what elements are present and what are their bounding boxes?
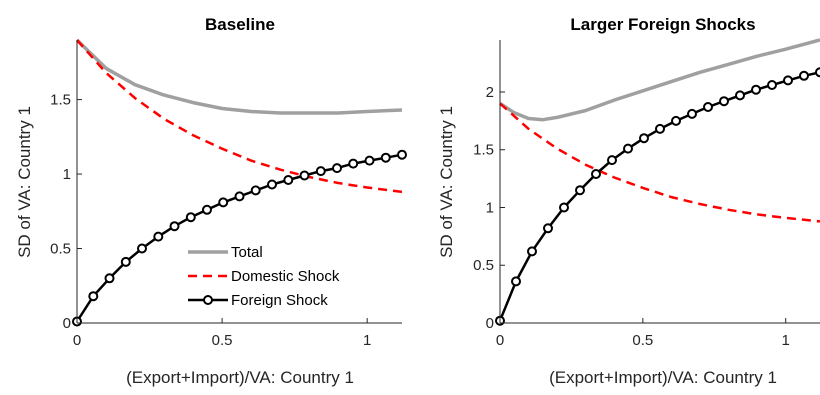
series-foreign-shock-point (137, 243, 147, 254)
y-tick-label: 0.5 (473, 257, 494, 274)
series-foreign-shock-point (751, 84, 761, 95)
series-foreign-shock-point (559, 202, 569, 213)
series-foreign-shock-point (120, 256, 131, 267)
series-foreign-shock-point (799, 70, 809, 81)
y-axis-label: SD of VA: Country 1 (15, 106, 34, 258)
series-domestic-shock-line (499, 102, 820, 223)
series-foreign-shock-point (671, 115, 681, 126)
series-foreign-shock-point (719, 96, 729, 107)
series-foreign-shock-point (299, 170, 310, 181)
x-tick-label: 1 (782, 332, 790, 349)
y-tick-label: 0 (486, 315, 494, 332)
series-foreign-shock-point (767, 80, 777, 90)
series-foreign-shock-point (364, 155, 375, 166)
y-tick-label: 0.5 (50, 241, 71, 258)
chart-panel-larger-foreign-shocks: Larger Foreign Shocks SD of VA: Country … (437, 15, 820, 387)
y-axis-label: SD of VA: Country 1 (437, 106, 456, 258)
series-foreign-shock-point (104, 273, 115, 284)
plot-area (72, 38, 407, 327)
series-foreign-shock-point (703, 102, 713, 112)
series-domestic-shock-line (76, 39, 403, 194)
series-foreign-shock-point (397, 149, 407, 160)
series-foreign-shock-point (815, 67, 820, 78)
plot-area (495, 38, 820, 326)
series-foreign-shock-point (783, 75, 793, 86)
series-foreign-shock-point (88, 291, 99, 302)
legend-marker-foreign (203, 295, 213, 305)
series-foreign-shock-point (511, 276, 521, 287)
series-foreign-shock-line (498, 71, 820, 322)
series-foreign-shock-point (185, 212, 196, 223)
chart-title: Baseline (205, 15, 275, 34)
y-tick-label: 0 (63, 315, 71, 332)
x-axis-label: (Export+Import)/VA: Country 1 (549, 368, 777, 387)
y-tick-label: 1 (486, 199, 494, 216)
series-foreign-shock-point (543, 223, 553, 234)
series-foreign-shock-point (283, 175, 294, 185)
series-foreign-shock-point (202, 204, 212, 215)
series-foreign-shock-point (315, 166, 326, 177)
series-total-line (499, 38, 820, 122)
series-foreign-shock-point (735, 90, 745, 101)
chart-title: Larger Foreign Shocks (570, 15, 755, 34)
x-tick-label: 0.5 (212, 332, 233, 349)
series-foreign-shock-point (250, 185, 261, 196)
series-foreign-shock-point (591, 169, 601, 179)
series-foreign-shock-point (575, 185, 585, 196)
series-foreign-shock-point (527, 246, 537, 257)
x-tick-label: 0.5 (632, 332, 653, 349)
x-tick-label: 0 (73, 332, 81, 349)
series-foreign-shock-point (153, 231, 164, 242)
y-tick-label: 1.5 (50, 92, 71, 109)
series-foreign-shock-point (348, 158, 359, 169)
series-total-line (75, 38, 403, 115)
series-foreign-shock-point (380, 152, 391, 163)
series-foreign-shock-point (169, 221, 180, 232)
chart-panel-baseline: Baseline SD of VA: Country 1 (Export+Imp… (15, 15, 407, 387)
legend-label-domestic: Domestic Shock (231, 268, 340, 285)
series-foreign-shock-point (655, 123, 665, 134)
x-tick-label: 1 (363, 332, 371, 349)
series-foreign-shock-point (332, 163, 342, 174)
legend: Total Domestic Shock Foreign Shock (188, 244, 340, 309)
series-foreign-shock-point (234, 191, 245, 202)
y-tick-label: 2 (486, 84, 494, 101)
legend-label-total: Total (231, 244, 263, 261)
y-tick-label: 1 (63, 166, 71, 183)
x-axis-label: (Export+Import)/VA: Country 1 (126, 368, 354, 387)
series-foreign-shock-point (267, 179, 277, 190)
series-foreign-shock-point (687, 108, 697, 119)
series-foreign-shock-point (623, 143, 633, 154)
legend-label-foreign: Foreign Shock (231, 292, 328, 309)
series-foreign-shock-point (607, 155, 617, 166)
series-foreign-shock-point (218, 197, 229, 208)
series-foreign-shock-point (639, 133, 649, 144)
y-tick-label: 1.5 (473, 142, 494, 159)
x-tick-label: 0 (496, 332, 504, 349)
